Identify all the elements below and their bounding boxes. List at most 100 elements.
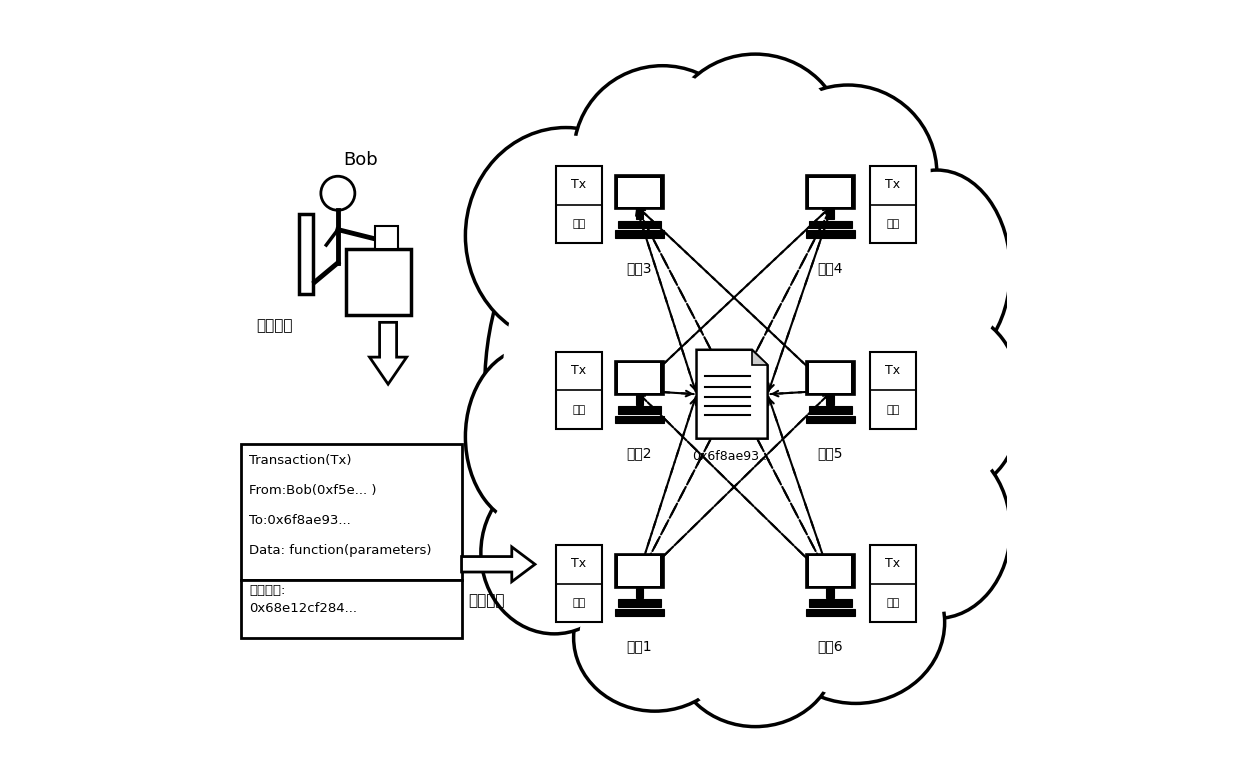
Bar xyxy=(299,214,314,294)
Bar xyxy=(827,209,835,220)
Bar xyxy=(636,209,644,220)
Bar xyxy=(618,220,661,229)
Text: Transaction(Tx): Transaction(Tx) xyxy=(249,454,351,467)
Bar xyxy=(615,361,663,395)
Ellipse shape xyxy=(465,128,666,344)
Bar xyxy=(810,178,851,207)
Text: 签名: 签名 xyxy=(887,598,899,608)
Text: 节点6: 节点6 xyxy=(817,640,843,654)
Bar xyxy=(810,363,851,393)
Ellipse shape xyxy=(863,170,1011,371)
Bar xyxy=(827,588,835,598)
Ellipse shape xyxy=(675,580,837,727)
Ellipse shape xyxy=(666,54,844,224)
Bar xyxy=(556,545,603,622)
Bar xyxy=(376,226,398,249)
Text: Tx: Tx xyxy=(572,179,587,191)
Polygon shape xyxy=(751,349,768,366)
Ellipse shape xyxy=(765,91,931,257)
Text: 签名: 签名 xyxy=(573,405,585,414)
Bar xyxy=(615,230,663,238)
Bar xyxy=(806,230,854,238)
Text: Data: function(parameters): Data: function(parameters) xyxy=(249,544,432,557)
Ellipse shape xyxy=(895,319,1017,485)
Bar xyxy=(806,361,854,395)
Text: Tx: Tx xyxy=(572,364,587,376)
Text: 签名: 签名 xyxy=(887,220,899,229)
Text: From:Bob(0xf5e... ): From:Bob(0xf5e... ) xyxy=(249,484,377,497)
Ellipse shape xyxy=(502,128,962,645)
Ellipse shape xyxy=(574,66,751,243)
Ellipse shape xyxy=(485,108,980,665)
Text: To:0x6f8ae93...: To:0x6f8ae93... xyxy=(249,514,351,527)
Text: 节点1: 节点1 xyxy=(626,640,652,654)
Bar xyxy=(869,166,916,243)
Bar xyxy=(615,416,663,424)
Ellipse shape xyxy=(465,348,596,526)
Text: 发送交易: 发送交易 xyxy=(469,594,505,608)
Text: 节点4: 节点4 xyxy=(817,261,843,275)
Text: Tx: Tx xyxy=(885,179,900,191)
Text: 节点2: 节点2 xyxy=(626,447,652,461)
Bar xyxy=(619,363,660,393)
Bar xyxy=(615,554,663,588)
Bar xyxy=(618,406,661,414)
Ellipse shape xyxy=(481,472,627,634)
Polygon shape xyxy=(697,349,768,439)
Bar xyxy=(806,554,854,588)
Ellipse shape xyxy=(766,541,945,703)
Text: 0x68e12cf284...: 0x68e12cf284... xyxy=(249,601,357,615)
Ellipse shape xyxy=(680,585,831,721)
Text: 签名: 签名 xyxy=(573,598,585,608)
Ellipse shape xyxy=(579,570,730,706)
Ellipse shape xyxy=(759,85,937,263)
Ellipse shape xyxy=(472,135,660,336)
Bar xyxy=(808,599,852,608)
Bar xyxy=(618,599,661,608)
Ellipse shape xyxy=(470,354,593,519)
Polygon shape xyxy=(461,547,534,581)
Bar xyxy=(556,166,603,243)
Polygon shape xyxy=(370,322,407,384)
Bar xyxy=(242,580,461,638)
Bar xyxy=(615,175,663,209)
Ellipse shape xyxy=(773,547,939,698)
Text: 签名: 签名 xyxy=(573,220,585,229)
Bar xyxy=(556,352,603,429)
Bar xyxy=(615,609,663,617)
Circle shape xyxy=(321,176,355,210)
Ellipse shape xyxy=(486,477,622,628)
Text: 创建交易: 创建交易 xyxy=(257,318,293,333)
Text: 签名: 签名 xyxy=(887,405,899,414)
Bar xyxy=(869,545,916,622)
Text: Tx: Tx xyxy=(572,557,587,570)
Text: 数字签名:: 数字签名: xyxy=(249,584,285,597)
Text: 0x6f8ae93...: 0x6f8ae93... xyxy=(693,450,771,463)
Ellipse shape xyxy=(580,72,745,237)
Ellipse shape xyxy=(869,177,1006,364)
Bar xyxy=(808,220,852,229)
Bar xyxy=(346,249,412,315)
Bar xyxy=(636,395,644,405)
Bar xyxy=(806,609,854,617)
Text: Tx: Tx xyxy=(885,557,900,570)
Text: Tx: Tx xyxy=(885,364,900,376)
Bar xyxy=(869,352,916,429)
Bar xyxy=(806,175,854,209)
Ellipse shape xyxy=(869,447,1006,612)
Ellipse shape xyxy=(672,60,838,218)
Bar xyxy=(619,178,660,207)
Ellipse shape xyxy=(890,313,1022,491)
Ellipse shape xyxy=(574,564,737,711)
Bar xyxy=(636,588,644,598)
Bar xyxy=(619,557,660,586)
Bar xyxy=(242,444,461,580)
Text: 节点3: 节点3 xyxy=(626,261,652,275)
Bar xyxy=(810,557,851,586)
Bar xyxy=(806,416,854,424)
Text: Bob: Bob xyxy=(343,151,378,169)
Bar xyxy=(808,406,852,414)
Text: 节点5: 节点5 xyxy=(817,447,843,461)
Bar xyxy=(827,395,835,405)
Ellipse shape xyxy=(863,441,1011,618)
